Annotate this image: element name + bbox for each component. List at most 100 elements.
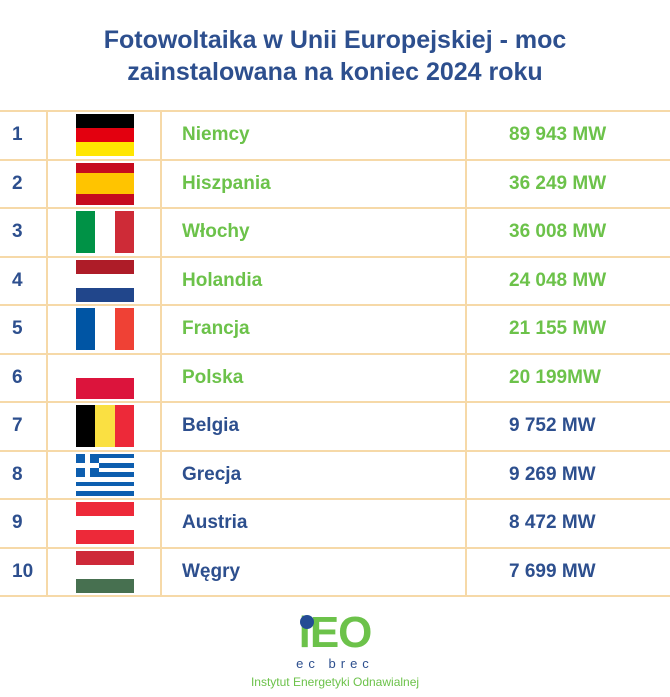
logo-subtitle: ec brec (296, 656, 374, 671)
rank: 9 (0, 500, 48, 547)
flag-stripe (76, 502, 134, 517)
flag-stripe (76, 550, 134, 565)
rank: 5 (0, 306, 48, 353)
flag-stripe (76, 472, 134, 478)
flag-stripe (76, 463, 134, 468)
table-row: 5 Francja 21 155 MW (0, 306, 670, 355)
flag-stripe (76, 287, 134, 302)
capacity-value: 8 472 MW (465, 500, 670, 547)
flag-stripe (95, 211, 115, 254)
institute-name: Instytut Energetyki Odnawialnej (250, 675, 420, 689)
flag-icon (76, 162, 134, 205)
flag-stripe (76, 491, 134, 496)
capacity-value: 9 752 MW (465, 403, 670, 450)
country-name: Polska (182, 366, 244, 388)
flag-cell (50, 354, 162, 401)
flag-stripe (76, 458, 134, 464)
capacity-value: 20 199MW (465, 354, 670, 401)
flag-icon (76, 259, 134, 302)
country-name: Francja (182, 318, 250, 340)
rank: 4 (0, 257, 48, 304)
flag-stripe (76, 273, 134, 288)
table-row: 6 Polska 20 199MW (0, 354, 670, 403)
flag-stripe (76, 142, 134, 157)
rank: 7 (0, 403, 48, 450)
capacity-value: 9 269 MW (465, 451, 670, 498)
table-row: 7 Belgia 9 752 MW (0, 403, 670, 452)
flag-stripe (76, 259, 134, 274)
title-line-1: Fotowoltaika w Unii Europejskiej - moc (103, 26, 567, 54)
logo-mark: iEO (299, 610, 373, 656)
flag-stripe (76, 481, 134, 487)
flag-stripe (95, 405, 115, 448)
capacity-value: 21 155 MW (465, 306, 670, 353)
country-name: Belgia (182, 415, 240, 437)
flag-stripe (76, 516, 134, 531)
ranking-table: 1 Niemcy 89 943 MW 2 Hiszpania 36 249 MW 3… (0, 110, 670, 597)
flag-stripe (76, 477, 134, 482)
capacity-value: 89 943 MW (465, 112, 670, 159)
flag-stripe (76, 308, 96, 351)
table-row: 9 Austria 8 472 MW (0, 500, 670, 549)
flag-stripe (76, 183, 134, 195)
page-title: Fotowoltaika w Unii Europejskiej - moc za… (0, 24, 670, 88)
flag-stripe (76, 530, 134, 545)
flag-stripe (76, 486, 134, 492)
rank: 10 (0, 548, 48, 595)
flag-cell (50, 403, 162, 450)
country-name: Niemcy (182, 124, 250, 146)
flag-icon (76, 114, 134, 157)
flag-cell (50, 160, 162, 207)
flag-stripe (76, 114, 134, 129)
flag-stripe (76, 128, 134, 143)
flag-cell (50, 451, 162, 498)
table-row: 8 Grecja 9 269 MW (0, 451, 670, 500)
flag-stripe (76, 453, 134, 459)
flag-icon (76, 211, 134, 254)
flag-icon (76, 405, 134, 448)
flag-stripe (76, 564, 134, 579)
flag-stripe (76, 211, 96, 254)
flag-icon (76, 550, 134, 593)
flag-stripe (76, 467, 134, 473)
table-row: 2 Hiszpania 36 249 MW (0, 160, 670, 209)
flag-stripe (114, 211, 134, 254)
flag-cell (50, 209, 162, 256)
country-name: Grecja (182, 463, 242, 485)
flag-cell (50, 257, 162, 304)
flag-cell (50, 548, 162, 595)
flag-cell (50, 500, 162, 547)
logo-dot-icon (299, 615, 314, 629)
country-name: Hiszpania (182, 172, 271, 194)
rank: 2 (0, 160, 48, 207)
flag-icon (76, 502, 134, 545)
country-name: Austria (182, 512, 248, 534)
flag-stripe (114, 405, 134, 448)
flag-canton (76, 453, 99, 477)
rank: 6 (0, 354, 48, 401)
flag-stripe (76, 173, 134, 184)
rank: 3 (0, 209, 48, 256)
flag-stripe (76, 405, 96, 448)
table-row: 1 Niemcy 89 943 MW (0, 112, 670, 161)
capacity-value: 36 008 MW (465, 209, 670, 256)
capacity-value: 36 249 MW (465, 160, 670, 207)
flag-stripe (76, 356, 134, 378)
rank: 8 (0, 451, 48, 498)
country-name: Holandia (182, 269, 263, 291)
table-row: 3 Włochy 36 008 MW (0, 209, 670, 258)
flag-stripe (76, 377, 134, 399)
flag-icon (76, 453, 134, 496)
flag-stripe (76, 194, 134, 205)
table-row: 10 Węgry 7 699 MW (0, 548, 670, 597)
flag-icon (76, 308, 134, 351)
country-name: Węgry (182, 560, 241, 582)
capacity-value: 24 048 MW (465, 257, 670, 304)
flag-icon (76, 356, 134, 399)
capacity-value: 7 699 MW (465, 548, 670, 595)
flag-stripe (114, 308, 134, 351)
rank: 1 (0, 112, 48, 159)
flag-stripe (76, 578, 134, 593)
flag-cross (85, 453, 90, 477)
